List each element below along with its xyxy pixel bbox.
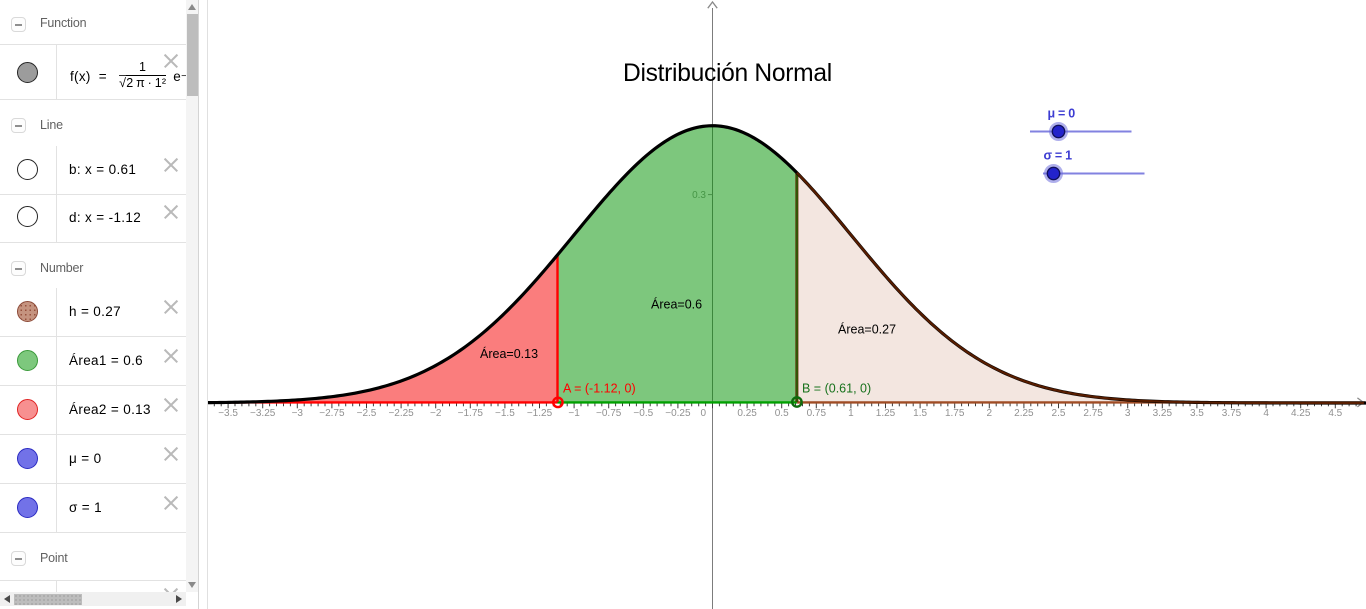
svg-text:0.75: 0.75	[807, 408, 827, 419]
svg-text:−1: −1	[568, 408, 580, 419]
svg-text:−1.25: −1.25	[527, 408, 553, 419]
svg-text:B = (0.61, 0): B = (0.61, 0)	[802, 382, 871, 396]
svg-text:3.5: 3.5	[1190, 408, 1204, 419]
svg-text:3: 3	[1125, 408, 1131, 419]
svg-text:4.5: 4.5	[1328, 408, 1342, 419]
svg-text:0: 0	[700, 408, 706, 419]
svg-text:2.25: 2.25	[1014, 408, 1034, 419]
svg-text:2.5: 2.5	[1052, 408, 1066, 419]
svg-text:A = (-1.12, 0): A = (-1.12, 0)	[563, 382, 636, 396]
svg-text:σ = 1: σ = 1	[1044, 149, 1073, 163]
svg-text:−1.5: −1.5	[495, 408, 515, 419]
svg-text:Distribución Normal: Distribución Normal	[623, 60, 832, 87]
svg-text:2.75: 2.75	[1083, 408, 1103, 419]
svg-text:4: 4	[1263, 408, 1269, 419]
svg-text:−1.75: −1.75	[458, 408, 484, 419]
svg-text:−3: −3	[292, 408, 304, 419]
svg-text:2: 2	[987, 408, 993, 419]
svg-text:0.5: 0.5	[775, 408, 789, 419]
svg-text:Área=0.13: Área=0.13	[480, 346, 538, 361]
svg-text:−2.5: −2.5	[357, 408, 377, 419]
svg-text:−0.5: −0.5	[633, 408, 653, 419]
svg-text:−3.5: −3.5	[218, 408, 238, 419]
svg-text:Área=0.27: Área=0.27	[838, 322, 896, 337]
svg-text:−3.25: −3.25	[250, 408, 276, 419]
svg-text:3.75: 3.75	[1222, 408, 1242, 419]
svg-text:Área=0.6: Área=0.6	[651, 297, 702, 312]
svg-text:1.75: 1.75	[945, 408, 965, 419]
svg-text:−0.25: −0.25	[665, 408, 691, 419]
svg-text:4.25: 4.25	[1291, 408, 1311, 419]
svg-text:3.25: 3.25	[1153, 408, 1173, 419]
svg-text:1.25: 1.25	[876, 408, 896, 419]
svg-text:1: 1	[848, 408, 854, 419]
svg-text:μ = 0: μ = 0	[1048, 107, 1076, 121]
svg-text:−2: −2	[430, 408, 442, 419]
svg-text:1.5: 1.5	[913, 408, 927, 419]
svg-text:−2.75: −2.75	[319, 408, 345, 419]
svg-text:−2.25: −2.25	[388, 408, 414, 419]
svg-text:0.25: 0.25	[737, 408, 757, 419]
svg-text:−0.75: −0.75	[596, 408, 622, 419]
